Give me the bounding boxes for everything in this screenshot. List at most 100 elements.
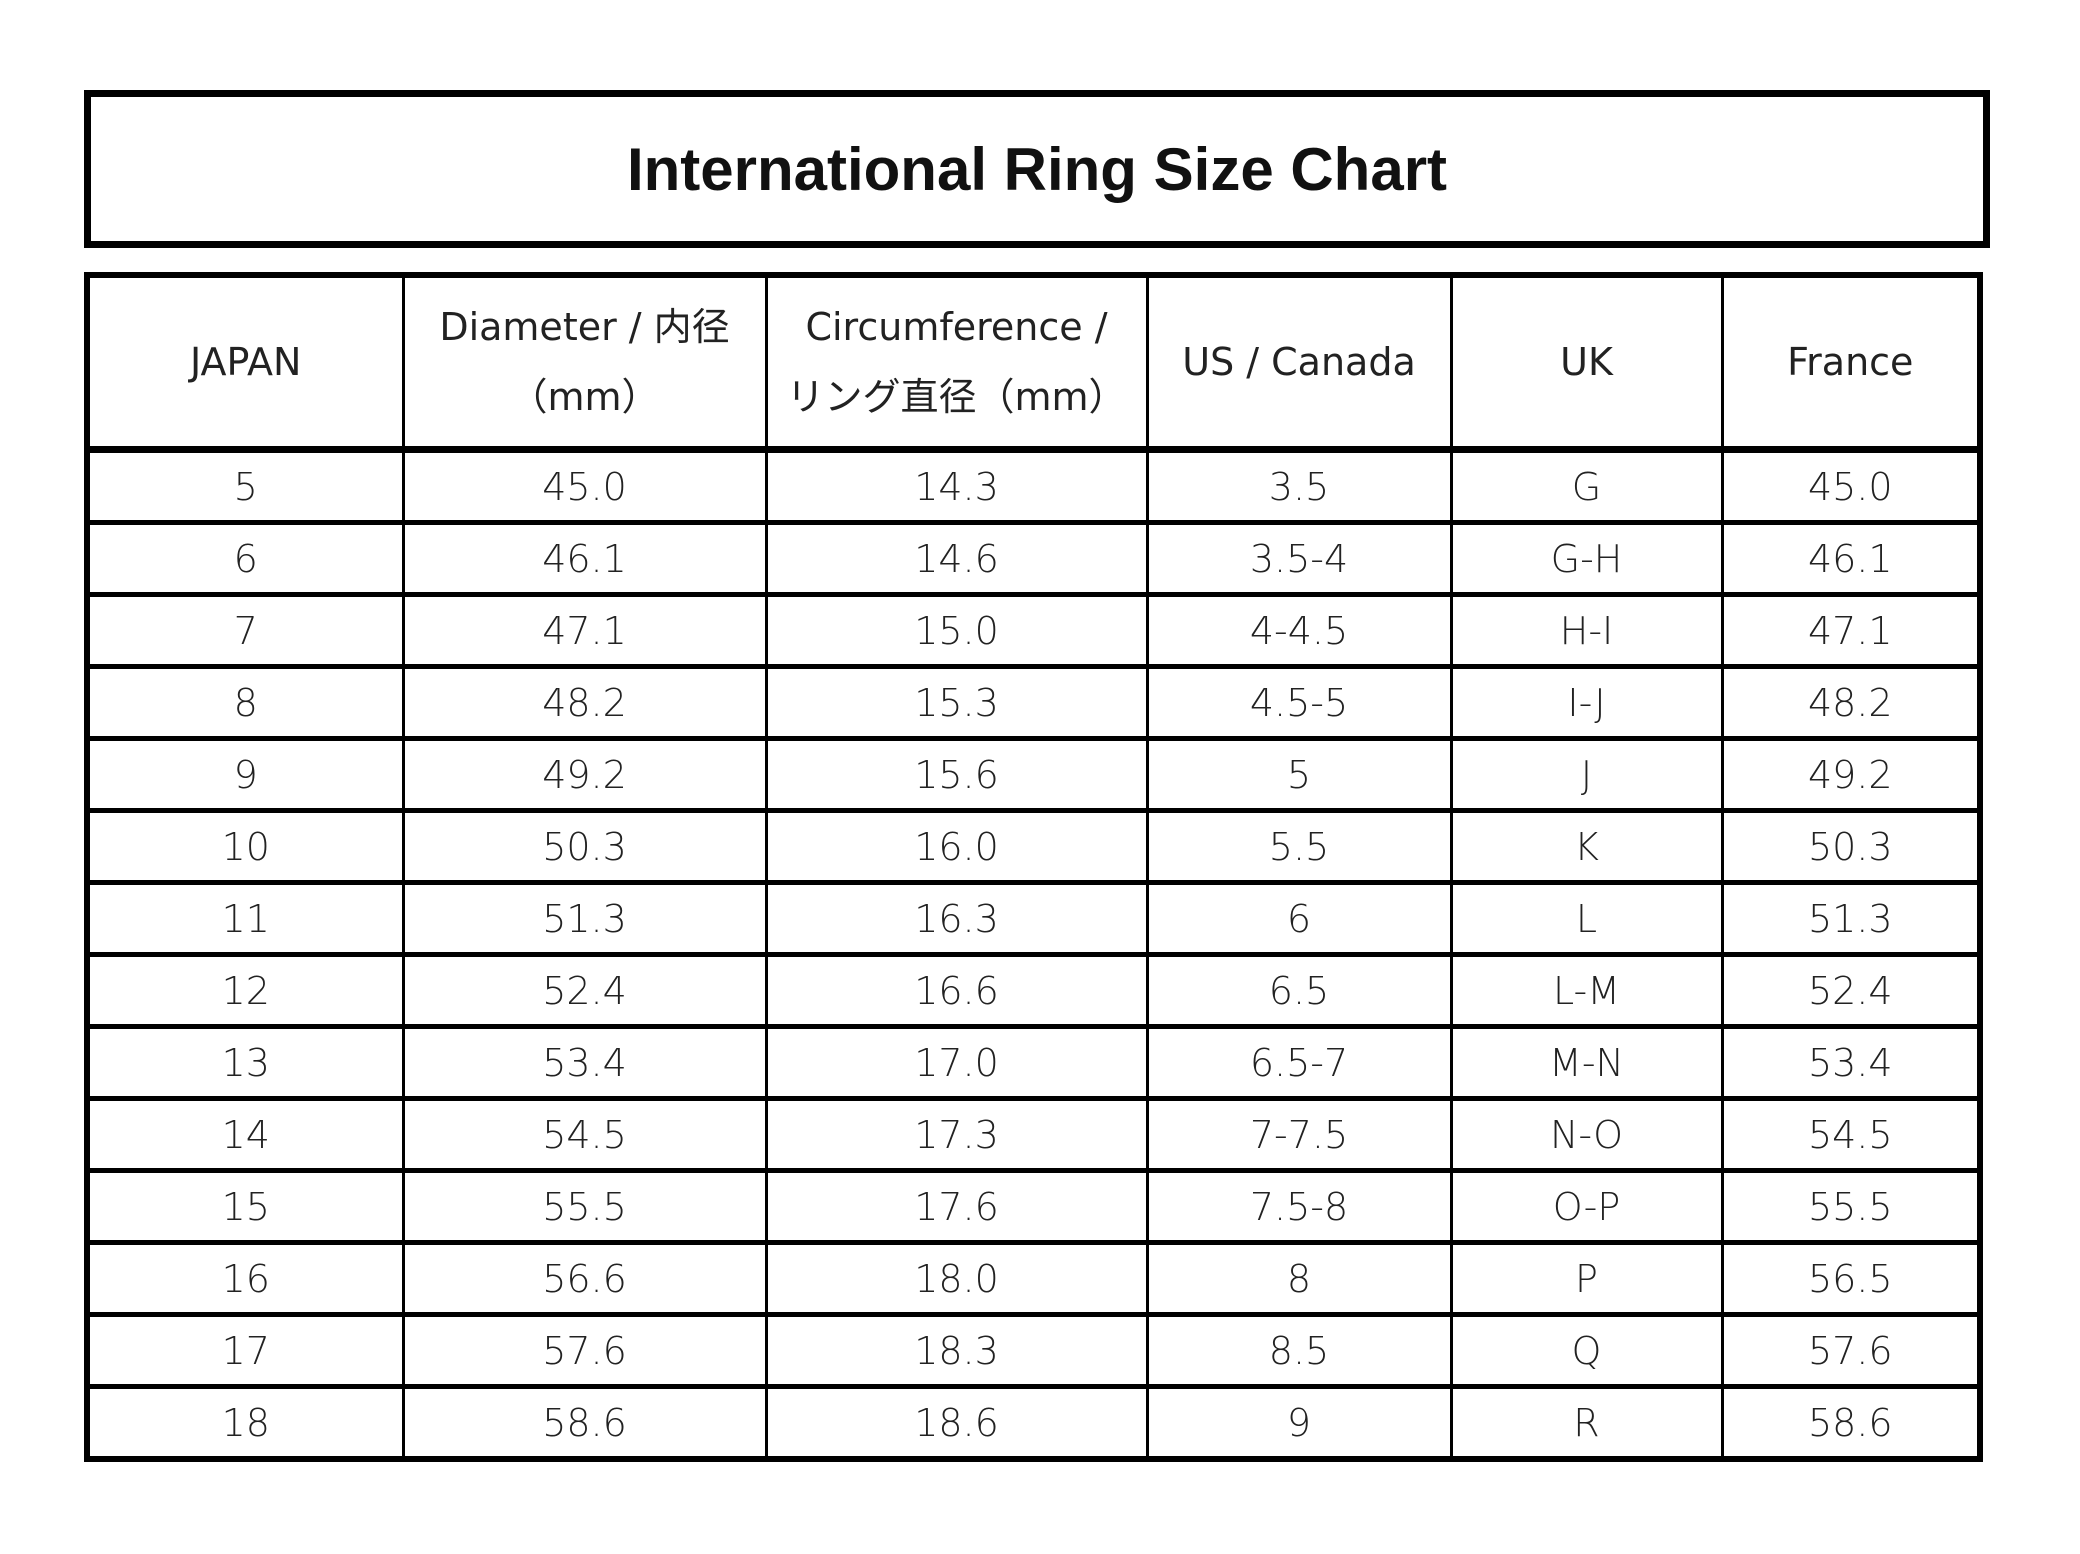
cell-us-canada: 4-4.5 bbox=[1145, 594, 1453, 669]
cell-uk: R bbox=[1449, 1386, 1724, 1462]
cell-diameter: 50.3 bbox=[401, 810, 768, 885]
cell-france: 55.5 bbox=[1720, 1170, 1982, 1245]
table-body: 5 45.0 14.3 3.5 G 45.0 6 46.1 14.6 3.5-4 G-H 46.1 7 4… bbox=[85, 449, 1982, 1462]
table-row: 8 48.2 15.3 4.5-5 I-J 48.2 bbox=[85, 666, 1982, 741]
cell-japan: 7 bbox=[85, 594, 405, 669]
table-row: 6 46.1 14.6 3.5-4 G-H 46.1 bbox=[85, 522, 1982, 597]
cell-france: 51.3 bbox=[1720, 882, 1982, 957]
table-row: 14 54.5 17.3 7-7.5 N-O 54.5 bbox=[85, 1098, 1982, 1173]
cell-circumference: 18.0 bbox=[764, 1242, 1149, 1317]
header-line: リング直径（mm） bbox=[786, 375, 1127, 419]
cell-uk: J bbox=[1449, 738, 1724, 813]
cell-us-canada: 8.5 bbox=[1145, 1314, 1453, 1389]
cell-japan: 6 bbox=[85, 522, 405, 597]
cell-france: 47.1 bbox=[1720, 594, 1982, 669]
cell-uk: K bbox=[1449, 810, 1724, 885]
cell-us-canada: 9 bbox=[1145, 1386, 1453, 1462]
cell-france: 53.4 bbox=[1720, 1026, 1982, 1101]
cell-japan: 5 bbox=[85, 449, 405, 525]
cell-diameter: 45.0 bbox=[401, 449, 768, 525]
table-row: 11 51.3 16.3 6 L 51.3 bbox=[85, 882, 1982, 957]
cell-us-canada: 6.5-7 bbox=[1145, 1026, 1453, 1101]
cell-uk: G bbox=[1449, 449, 1724, 525]
cell-circumference: 16.0 bbox=[764, 810, 1149, 885]
header-line: France bbox=[1787, 340, 1914, 384]
cell-diameter: 46.1 bbox=[401, 522, 768, 597]
cell-uk: I-J bbox=[1449, 666, 1724, 741]
cell-diameter: 51.3 bbox=[401, 882, 768, 957]
cell-circumference: 15.6 bbox=[764, 738, 1149, 813]
cell-france: 45.0 bbox=[1720, 449, 1982, 525]
cell-uk: Q bbox=[1449, 1314, 1724, 1389]
cell-france: 46.1 bbox=[1720, 522, 1982, 597]
cell-france: 54.5 bbox=[1720, 1098, 1982, 1173]
cell-japan: 10 bbox=[85, 810, 405, 885]
cell-japan: 15 bbox=[85, 1170, 405, 1245]
cell-us-canada: 5.5 bbox=[1145, 810, 1453, 885]
header-line: （mm） bbox=[509, 375, 660, 419]
cell-france: 52.4 bbox=[1720, 954, 1982, 1029]
table-row: 10 50.3 16.0 5.5 K 50.3 bbox=[85, 810, 1982, 885]
cell-circumference: 14.3 bbox=[764, 449, 1149, 525]
cell-france: 57.6 bbox=[1720, 1314, 1982, 1389]
cell-japan: 14 bbox=[85, 1098, 405, 1173]
cell-uk: H-I bbox=[1449, 594, 1724, 669]
column-header-france: France bbox=[1720, 275, 1982, 453]
column-header-us-canada: US / Canada bbox=[1145, 275, 1453, 453]
cell-circumference: 18.3 bbox=[764, 1314, 1149, 1389]
cell-uk: G-H bbox=[1449, 522, 1724, 597]
cell-diameter: 53.4 bbox=[401, 1026, 768, 1101]
ring-size-table: JAPAN Diameter / 内径 （mm） Circumference / リング… bbox=[84, 272, 1983, 1462]
cell-us-canada: 7.5-8 bbox=[1145, 1170, 1453, 1245]
table-row: 17 57.6 18.3 8.5 Q 57.6 bbox=[85, 1314, 1982, 1389]
cell-us-canada: 5 bbox=[1145, 738, 1453, 813]
cell-circumference: 18.6 bbox=[764, 1386, 1149, 1462]
header-line: Circumference / bbox=[805, 305, 1108, 349]
table-row: 7 47.1 15.0 4-4.5 H-I 47.1 bbox=[85, 594, 1982, 669]
cell-france: 49.2 bbox=[1720, 738, 1982, 813]
cell-diameter: 58.6 bbox=[401, 1386, 768, 1462]
column-header-uk: UK bbox=[1449, 275, 1724, 453]
header-line: Diameter / 内径 bbox=[439, 305, 730, 349]
cell-japan: 16 bbox=[85, 1242, 405, 1317]
cell-france: 56.5 bbox=[1720, 1242, 1982, 1317]
column-header-circumference: Circumference / リング直径（mm） bbox=[764, 275, 1149, 453]
cell-diameter: 49.2 bbox=[401, 738, 768, 813]
cell-japan: 9 bbox=[85, 738, 405, 813]
header-line: JAPAN bbox=[190, 340, 302, 384]
table-row: 18 58.6 18.6 9 R 58.6 bbox=[85, 1386, 1982, 1462]
cell-circumference: 17.0 bbox=[764, 1026, 1149, 1101]
header-line: UK bbox=[1560, 340, 1613, 384]
cell-uk: P bbox=[1449, 1242, 1724, 1317]
cell-japan: 12 bbox=[85, 954, 405, 1029]
table-row: 9 49.2 15.6 5 J 49.2 bbox=[85, 738, 1982, 813]
cell-uk: M-N bbox=[1449, 1026, 1724, 1101]
cell-circumference: 17.3 bbox=[764, 1098, 1149, 1173]
table-row: 13 53.4 17.0 6.5-7 M-N 53.4 bbox=[85, 1026, 1982, 1101]
cell-diameter: 55.5 bbox=[401, 1170, 768, 1245]
column-header-diameter: Diameter / 内径 （mm） bbox=[401, 275, 768, 453]
cell-japan: 18 bbox=[85, 1386, 405, 1462]
table-row: 16 56.6 18.0 8 P 56.5 bbox=[85, 1242, 1982, 1317]
cell-japan: 8 bbox=[85, 666, 405, 741]
cell-uk: O-P bbox=[1449, 1170, 1724, 1245]
cell-france: 50.3 bbox=[1720, 810, 1982, 885]
cell-circumference: 17.6 bbox=[764, 1170, 1149, 1245]
cell-diameter: 56.6 bbox=[401, 1242, 768, 1317]
column-header-japan: JAPAN bbox=[85, 275, 405, 453]
cell-uk: L-M bbox=[1449, 954, 1724, 1029]
cell-japan: 13 bbox=[85, 1026, 405, 1101]
cell-us-canada: 7-7.5 bbox=[1145, 1098, 1453, 1173]
table-row: 5 45.0 14.3 3.5 G 45.0 bbox=[85, 449, 1982, 525]
cell-circumference: 15.0 bbox=[764, 594, 1149, 669]
cell-us-canada: 4.5-5 bbox=[1145, 666, 1453, 741]
cell-circumference: 14.6 bbox=[764, 522, 1149, 597]
cell-diameter: 48.2 bbox=[401, 666, 768, 741]
cell-us-canada: 6.5 bbox=[1145, 954, 1453, 1029]
table-row: 15 55.5 17.6 7.5-8 O-P 55.5 bbox=[85, 1170, 1982, 1245]
cell-us-canada: 8 bbox=[1145, 1242, 1453, 1317]
cell-circumference: 16.6 bbox=[764, 954, 1149, 1029]
cell-us-canada: 3.5-4 bbox=[1145, 522, 1453, 597]
cell-circumference: 15.3 bbox=[764, 666, 1149, 741]
cell-diameter: 54.5 bbox=[401, 1098, 768, 1173]
